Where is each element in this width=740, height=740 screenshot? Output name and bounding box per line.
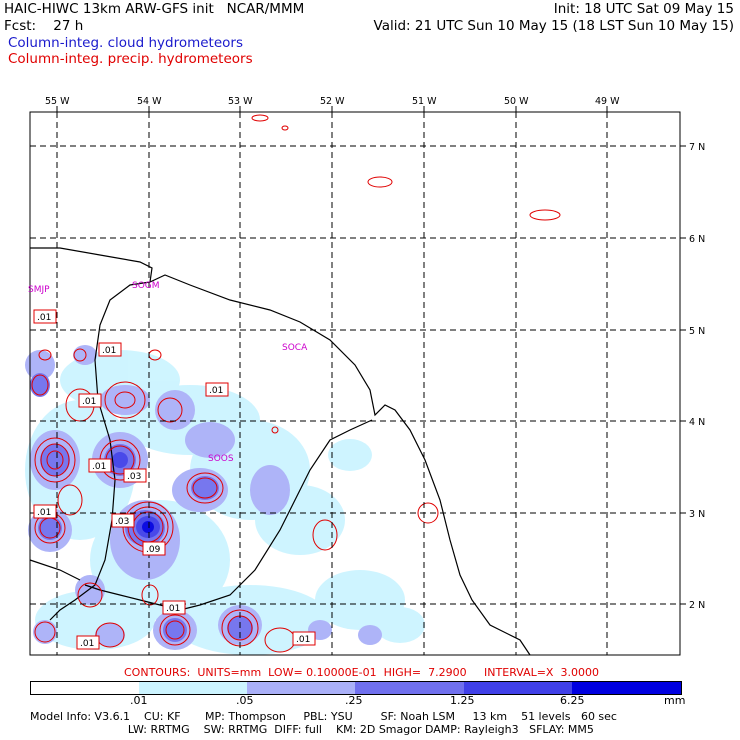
- legend-cloud: Column-integ. cloud hydrometeors: [8, 35, 244, 51]
- model-info-line2: LW: RRTMG SW: RRTMG DIFF: full KM: 2D Sm…: [30, 723, 594, 736]
- lon-label: 50 W: [504, 96, 529, 107]
- colorbar-tick: .25: [345, 694, 363, 707]
- map-frame: [29, 111, 681, 656]
- contours-info: CONTOURS: UNITS=mm LOW= 0.10000E-01 HIGH…: [124, 666, 599, 679]
- colorbar-swatch: [572, 682, 681, 694]
- colorbar-swatch: [464, 682, 572, 694]
- svg-text:.01: .01: [82, 397, 96, 407]
- svg-text:.01: .01: [166, 604, 180, 614]
- model-info-line1: Model Info: V3.6.1 CU: KF MP: Thompson P…: [30, 710, 617, 723]
- axis-ticks: [56, 106, 686, 605]
- svg-text:.01: .01: [92, 462, 106, 472]
- contour-label: .03: [111, 513, 135, 528]
- contour-label: .01: [33, 309, 57, 324]
- contour-label: .01: [205, 382, 229, 397]
- contour-label: .01: [33, 504, 57, 519]
- init-time: Init: 18 UTC Sat 09 May 15: [553, 1, 734, 17]
- colorbar-tick: .05: [236, 694, 254, 707]
- contour-label: .01: [162, 600, 186, 615]
- lon-label: 51 W: [412, 96, 437, 107]
- svg-text:.09: .09: [146, 545, 161, 555]
- colorbar-swatch: [247, 682, 355, 694]
- lat-label: 7 N: [689, 142, 705, 153]
- station-label: SOGM: [132, 281, 160, 291]
- plot-title: HAIC-HIWC 13km ARW-GFS init NCAR/MMM: [4, 1, 305, 17]
- contour-label: .01: [78, 393, 102, 408]
- contour-label: .09: [142, 541, 166, 556]
- colorbar-tick: 1.25: [450, 694, 475, 707]
- svg-text:.01: .01: [37, 508, 51, 518]
- lat-label: 5 N: [689, 326, 705, 337]
- valid-time: Valid: 21 UTC Sun 10 May 15 (18 LST Sun …: [373, 18, 734, 34]
- lon-label: 49 W: [595, 96, 620, 107]
- contour-label: .03: [123, 468, 147, 483]
- svg-text:.03: .03: [127, 472, 141, 482]
- legend-precip: Column-integ. precip. hydrometeors: [8, 51, 253, 67]
- svg-text:.01: .01: [209, 386, 223, 396]
- contour-label: .01: [76, 635, 100, 650]
- contour-label: .01: [98, 342, 122, 357]
- contour-label: .01: [292, 631, 316, 646]
- lon-label: 53 W: [228, 96, 253, 107]
- station-label: SOCA: [282, 343, 308, 353]
- lon-label: 55 W: [45, 96, 70, 107]
- lat-label: 2 N: [689, 600, 705, 611]
- contour-label: .01: [88, 458, 112, 473]
- colorbar-tick: .01: [130, 694, 148, 707]
- svg-text:.01: .01: [80, 639, 94, 649]
- lon-label: 52 W: [320, 96, 345, 107]
- colorbar-swatch: [31, 682, 139, 694]
- lon-label: 54 W: [137, 96, 162, 107]
- svg-text:.03: .03: [115, 517, 129, 527]
- lat-label: 3 N: [689, 509, 705, 520]
- colorbar-tick: 6.25: [560, 694, 585, 707]
- lat-lon-grid: [30, 112, 680, 655]
- station-label: SOOS: [208, 454, 234, 464]
- lat-label: 4 N: [689, 417, 705, 428]
- colorbar: [30, 681, 682, 695]
- colorbar-swatch: [139, 682, 247, 694]
- station-label: SMJP: [28, 285, 50, 295]
- svg-text:.01: .01: [102, 346, 116, 356]
- forecast-hour: Fcst: 27 h: [4, 18, 84, 34]
- colorbar-units: mm: [664, 694, 686, 707]
- svg-text:.01: .01: [296, 635, 310, 645]
- colorbar-swatch: [355, 682, 464, 694]
- lat-label: 6 N: [689, 234, 705, 245]
- svg-text:.01: .01: [37, 313, 51, 323]
